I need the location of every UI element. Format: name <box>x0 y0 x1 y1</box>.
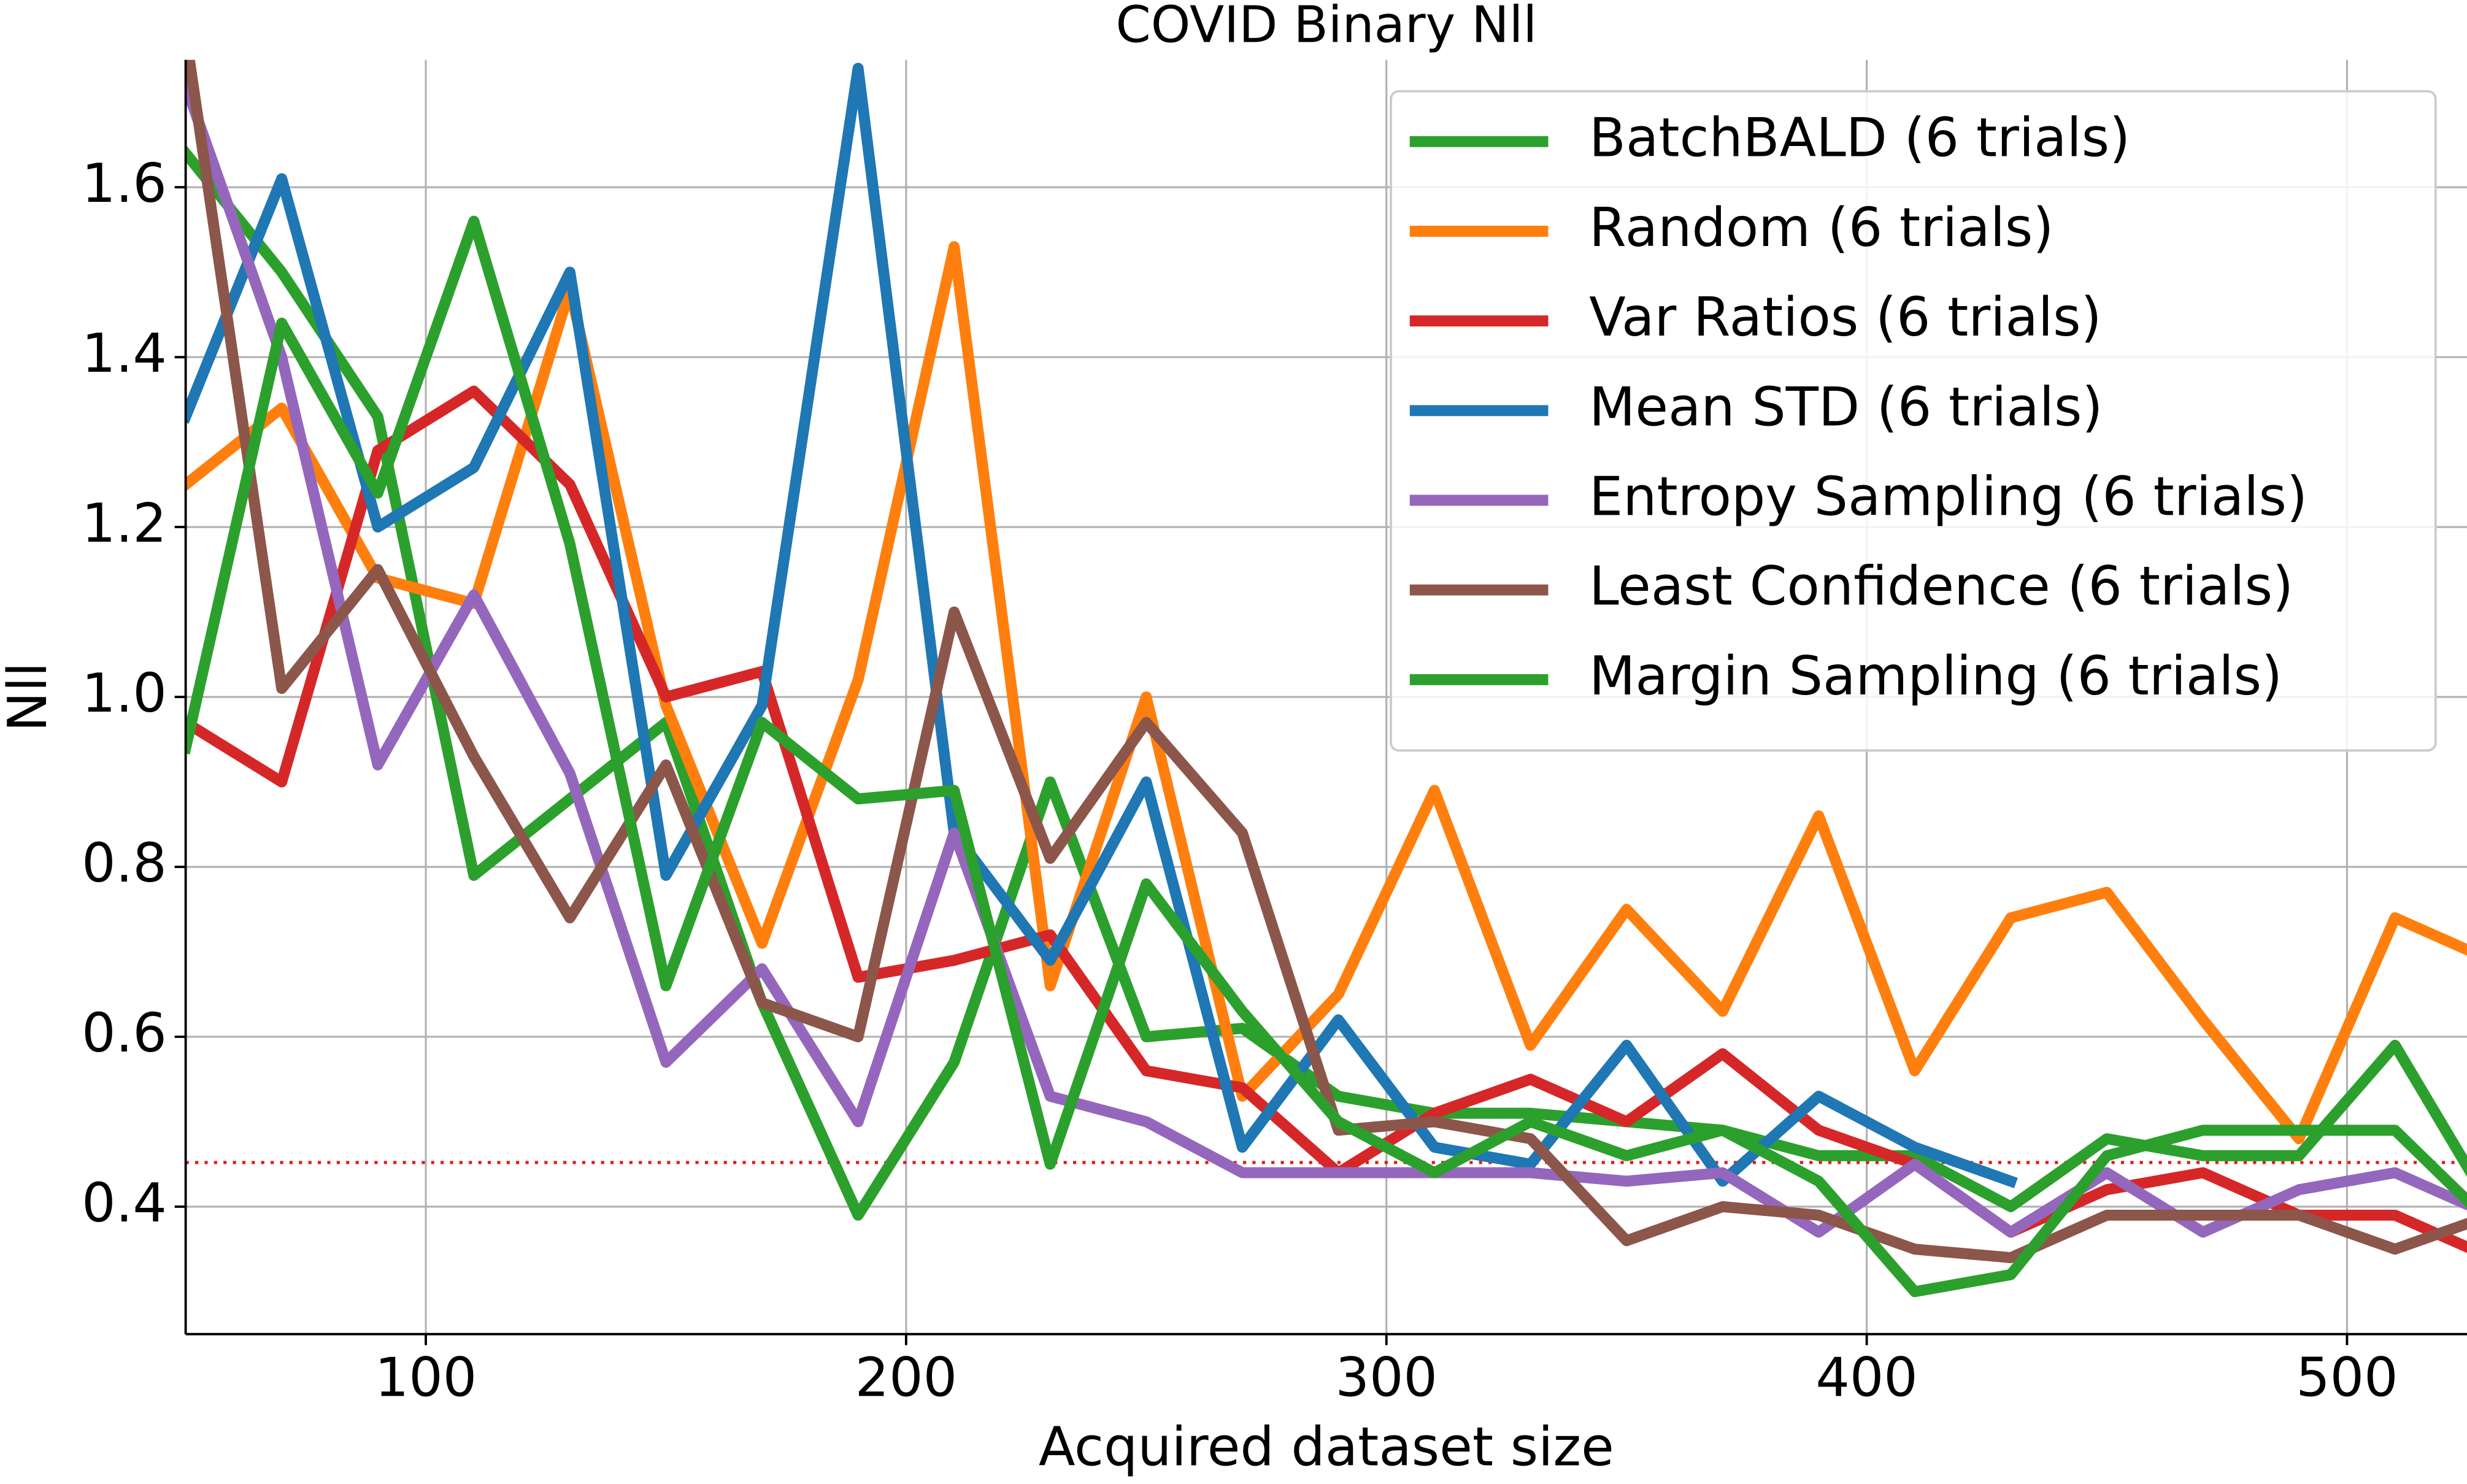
series-line <box>185 215 2467 1298</box>
legend-box <box>1390 90 2437 752</box>
series-line <box>185 145 2467 1221</box>
legend-label: Var Ratios (6 trials) <box>1589 286 2101 348</box>
legend-label: Least Confidence (6 trials) <box>1589 555 2293 618</box>
y-tick-label: 1.4 <box>82 322 167 385</box>
legend-label: Random (6 trials) <box>1589 196 2053 259</box>
x-tick-label: 100 <box>375 1347 477 1409</box>
legend-label: BatchBALD (6 trials) <box>1589 107 2130 169</box>
x-tick-label: 300 <box>1336 1347 1437 1409</box>
legend-label: Entropy Sampling (6 trials) <box>1589 465 2307 528</box>
y-axis-label: Nll <box>0 662 59 732</box>
x-tick-label: 500 <box>2296 1347 2398 1409</box>
y-tick-label: 1.0 <box>82 662 167 725</box>
series-line <box>185 63 2018 1188</box>
y-tick-label: 0.6 <box>82 1002 167 1064</box>
y-tick-label: 0.8 <box>82 832 167 894</box>
y-tick-label: 1.2 <box>82 492 167 555</box>
series-line <box>185 78 2467 1238</box>
x-tick-label: 400 <box>1815 1347 1917 1409</box>
legend-label: Mean STD (6 trials) <box>1589 375 2103 438</box>
x-axis-label: Acquired dataset size <box>1039 1415 1614 1478</box>
legend-label: Margin Sampling (6 trials) <box>1589 645 2282 707</box>
plot-area <box>185 60 2467 1298</box>
x-tick-label: 200 <box>855 1347 957 1409</box>
series-line <box>185 60 2467 1264</box>
chart-title: COVID Binary Nll <box>1116 0 1538 55</box>
y-tick-label: 1.6 <box>82 152 167 215</box>
y-tick-label: 0.4 <box>82 1172 167 1234</box>
legend: BatchBALD (6 trials) Random (6 trials) Var… <box>1390 90 2437 752</box>
